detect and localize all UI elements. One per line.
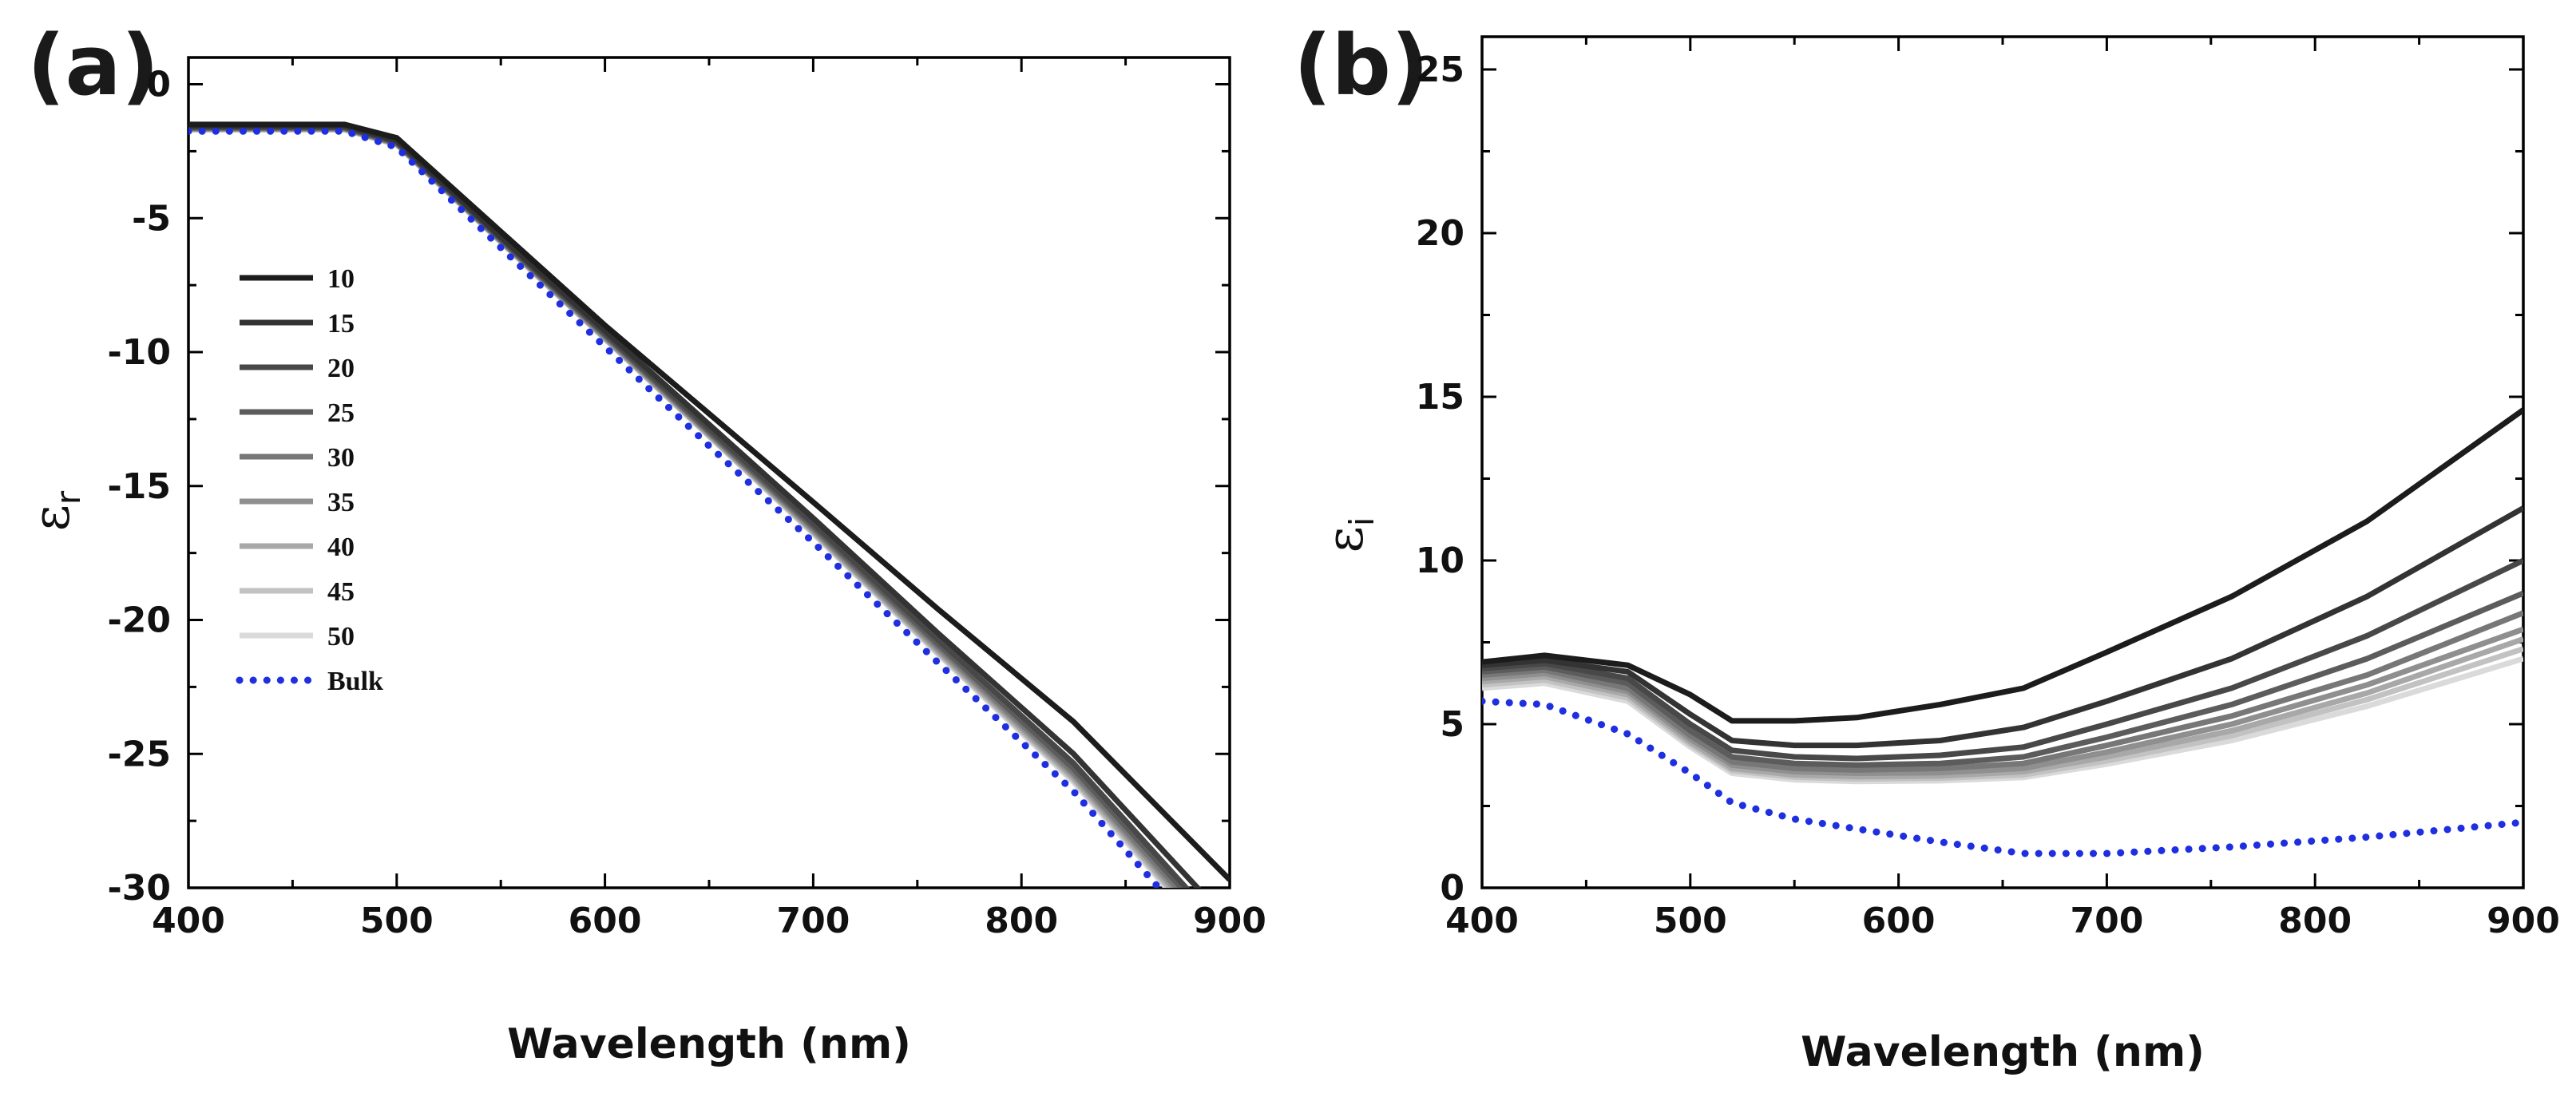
legend-label-25: 25 bbox=[327, 398, 355, 428]
panel-a-y-axis-title: εr bbox=[22, 490, 88, 531]
legend-label-50: 50 bbox=[327, 622, 355, 651]
y-tick-label: 0 bbox=[146, 65, 171, 105]
legend-label-15: 15 bbox=[327, 309, 355, 339]
y-tick-label: 10 bbox=[1416, 541, 1464, 581]
panel-a-x-axis-title: Wavelength (nm) bbox=[507, 1020, 911, 1068]
y-tick-label: 5 bbox=[1440, 704, 1464, 745]
series-line-15 bbox=[188, 123, 1202, 888]
panel-a-label: (a) bbox=[27, 17, 159, 114]
svg-text:εi: εi bbox=[1316, 517, 1381, 553]
y-tick-label: 0 bbox=[1440, 868, 1464, 909]
y-tick-label: 20 bbox=[1416, 213, 1464, 254]
legend-label-bulk: Bulk bbox=[327, 667, 383, 696]
panel-a-x-tick-labels: 400 500 600 700 800 900 bbox=[152, 901, 1266, 941]
series-line-bulk bbox=[1482, 697, 2523, 857]
panel-a-legend: 10 15 20 25 30 35 40 45 50 Bulk bbox=[236, 264, 383, 696]
panel-b-y-axis-symbol: ε bbox=[1316, 526, 1375, 552]
series-line-20 bbox=[188, 124, 1191, 888]
y-tick-label: -25 bbox=[108, 734, 172, 774]
x-tick-label: 600 bbox=[1862, 901, 1936, 941]
legend-label-30: 30 bbox=[327, 443, 355, 473]
panel-a-y-axis-symbol: ε bbox=[22, 505, 81, 531]
x-tick-label: 400 bbox=[1445, 901, 1519, 941]
series-line-20 bbox=[1482, 557, 2523, 762]
panel-a: (a) 400 500 600 700 800 900 0 -5 -10 -15 -20 -25 -3… bbox=[22, 17, 1266, 1068]
x-tick-label: 800 bbox=[985, 901, 1058, 941]
series-line-bulk bbox=[188, 127, 1164, 888]
panel-a-y-tick-labels: 0 -5 -10 -15 -20 -25 -30 bbox=[108, 65, 172, 909]
panel-b-label: (b) bbox=[1294, 17, 1429, 114]
legend-label-45: 45 bbox=[327, 577, 355, 607]
x-tick-label: 800 bbox=[2278, 901, 2352, 941]
x-tick-label: 700 bbox=[776, 901, 850, 941]
series-line-15 bbox=[1482, 505, 2523, 749]
legend-label-20: 20 bbox=[327, 354, 355, 383]
panel-a-series-lines bbox=[188, 121, 1230, 888]
y-tick-label: -5 bbox=[132, 198, 171, 239]
legend-label-10: 10 bbox=[327, 264, 355, 294]
series-line-10 bbox=[188, 121, 1230, 882]
x-tick-label: 900 bbox=[2487, 901, 2560, 941]
panel-b: (b) 400 500 600 700 800 900 0 5 10 15 20 25 Wavele… bbox=[1294, 17, 2560, 1076]
series-line-25 bbox=[1482, 590, 2523, 768]
y-tick-label: -30 bbox=[108, 868, 172, 909]
svg-text:εr: εr bbox=[22, 490, 88, 531]
x-tick-label: 700 bbox=[2070, 901, 2143, 941]
legend-label-35: 35 bbox=[327, 488, 355, 517]
y-tick-label: 15 bbox=[1416, 377, 1464, 418]
panel-b-y-tick-labels: 0 5 10 15 20 25 bbox=[1416, 50, 1464, 909]
panel-a-y-axis-subscript: r bbox=[49, 490, 88, 505]
y-tick-label: -20 bbox=[108, 600, 172, 641]
y-tick-label: 25 bbox=[1416, 50, 1464, 90]
y-tick-label: -10 bbox=[108, 332, 172, 373]
panel-b-y-axis-subscript: i bbox=[1342, 517, 1381, 527]
x-tick-label: 900 bbox=[1193, 901, 1266, 941]
panel-b-x-tick-labels: 400 500 600 700 800 900 bbox=[1445, 901, 2560, 941]
y-tick-label: -15 bbox=[108, 466, 172, 507]
panel-b-x-axis-title: Wavelength (nm) bbox=[1801, 1028, 2205, 1076]
x-tick-label: 600 bbox=[569, 901, 642, 941]
panel-b-series-lines bbox=[1482, 407, 2523, 857]
panel-b-y-axis-title: εi bbox=[1316, 517, 1381, 553]
x-tick-label: 500 bbox=[1654, 901, 1727, 941]
legend-label-40: 40 bbox=[327, 533, 355, 562]
series-line-10 bbox=[1482, 407, 2523, 724]
x-tick-label: 500 bbox=[360, 901, 434, 941]
x-tick-label: 400 bbox=[152, 901, 225, 941]
series-line-30 bbox=[1482, 610, 2523, 773]
panel-b-ticks bbox=[1480, 37, 2525, 889]
panel-a-ticks bbox=[187, 57, 1231, 889]
